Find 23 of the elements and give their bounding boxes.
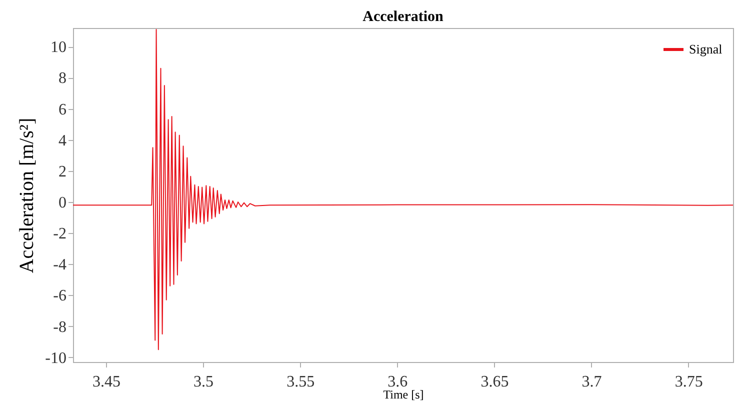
y-tick-label: 4 [58,132,66,150]
x-tick-label: 3.45 [92,374,120,390]
y-tick-label: 2 [58,163,66,180]
y-tick-label: -2 [53,226,66,243]
y-tick-label: 6 [58,101,66,118]
x-tick-label: 3.55 [286,374,315,390]
y-tick-label: -8 [53,318,66,336]
x-tick-label: 3.6 [388,374,408,390]
y-tick-label: -4 [53,256,66,274]
y-tick-label: 10 [50,39,66,56]
x-axis-title: Time [s] [383,388,424,402]
chart-title: Acceleration [362,9,444,25]
x-tick-label: 3.65 [480,374,509,390]
x-tick-label: 3.7 [582,374,602,390]
line-series [72,29,734,350]
y-axis-title: Acceleration [m/s²] [16,118,38,274]
y-tick-label: 8 [58,70,66,88]
legend-label: Signal [689,42,723,56]
y-tick-label: 0 [58,194,66,212]
x-tick-label: 3.75 [674,374,703,390]
x-tick-label: 3.5 [194,374,214,390]
y-tick-label: -10 [45,350,66,367]
y-tick-label: -6 [53,288,66,305]
